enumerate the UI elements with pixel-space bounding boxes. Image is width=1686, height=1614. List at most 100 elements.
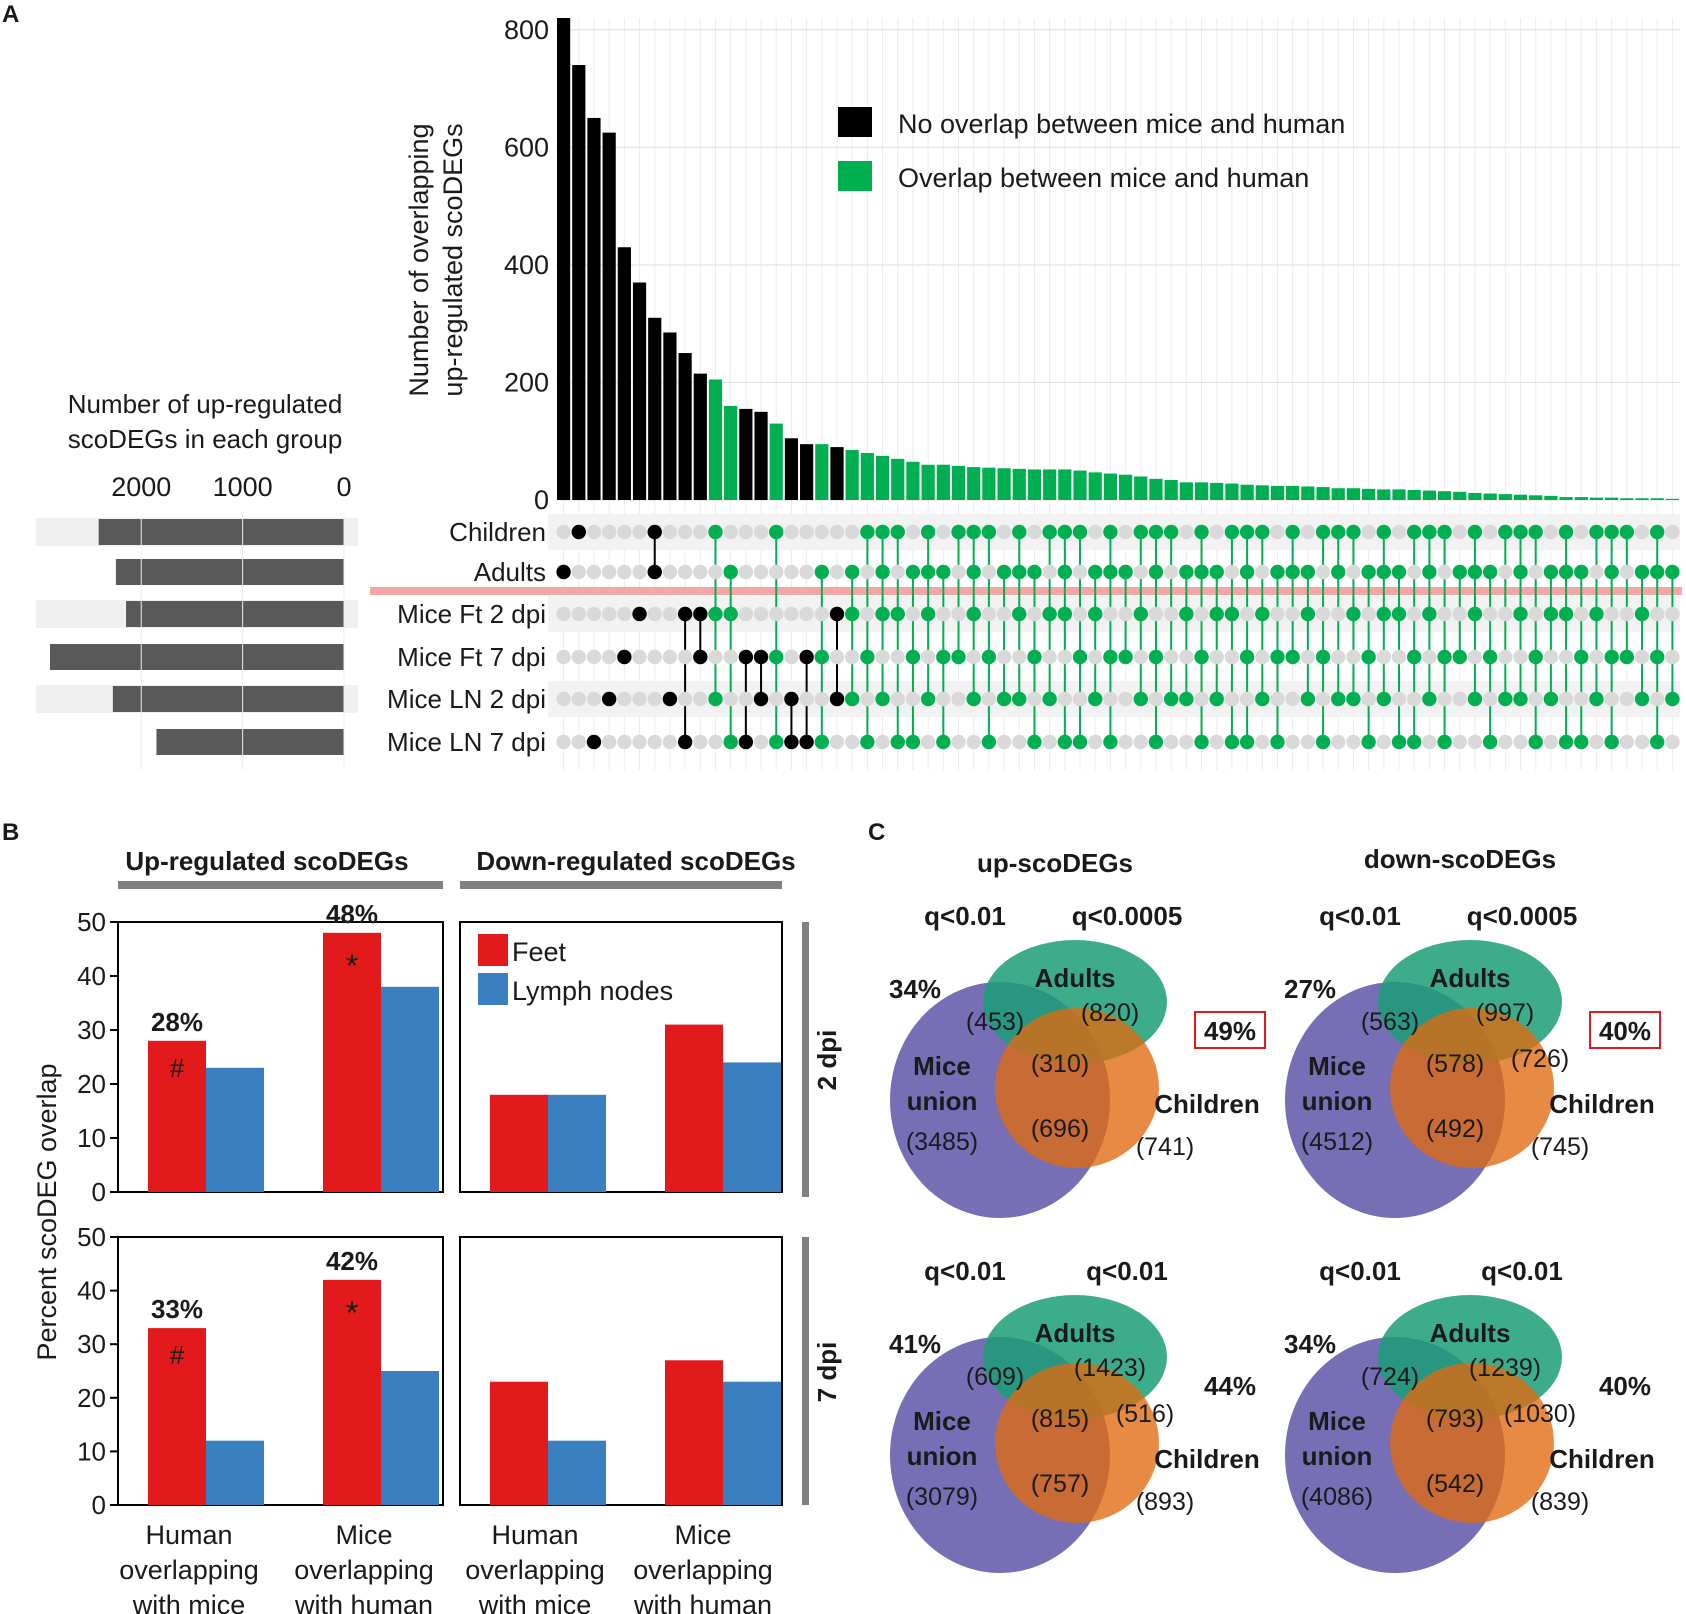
matrix-dot-off	[1558, 649, 1574, 665]
matrix-dot-off	[1406, 564, 1422, 580]
matrix-dot-off	[920, 734, 936, 750]
matrix-dot-on	[1650, 564, 1665, 580]
set-size-tick: 0	[336, 472, 351, 502]
matrix-dot-on	[1285, 524, 1300, 540]
intersection-bar	[875, 455, 890, 500]
matrix-dot-on	[1179, 606, 1194, 622]
matrix-dot-on	[1406, 649, 1422, 665]
intersection-bar	[1073, 470, 1087, 500]
matrix-dot-on	[905, 649, 921, 665]
overlap-y-tick: 20	[77, 1069, 106, 1099]
matrix-dot-off	[1300, 734, 1316, 750]
intersection-bar	[1589, 497, 1604, 500]
intersection-bar	[1301, 486, 1315, 500]
matrix-dot-on	[1346, 524, 1361, 540]
intersection-y-tick: 800	[504, 15, 549, 45]
venn-circle-children	[1390, 1008, 1554, 1168]
matrix-dot-on	[936, 649, 951, 665]
matrix-dot-on	[890, 734, 905, 750]
matrix-dot-on	[738, 649, 754, 665]
matrix-dot-off	[784, 606, 799, 622]
matrix-dot-off	[1088, 734, 1103, 750]
matrix-dot-off	[1634, 524, 1650, 540]
venn-count-adults: (997)	[1476, 999, 1534, 1027]
venn-count-adults-children: (516)	[1116, 1400, 1174, 1428]
matrix-dot-off	[1012, 649, 1027, 665]
intersection-bar	[1437, 491, 1452, 500]
matrix-dot-off	[632, 734, 647, 750]
bar-percent-label: 33%	[151, 1294, 203, 1324]
matrix-dot-on	[1012, 524, 1027, 540]
matrix-dot-on	[1558, 734, 1574, 750]
matrix-dot-on	[1619, 524, 1635, 540]
venn-count-mice: (4086)	[1301, 1483, 1373, 1511]
matrix-dot-off	[1589, 564, 1604, 580]
venn-diagrams: q<0.01 q<0.0005 34% 49% Adults Mice union Child…	[889, 901, 1661, 1573]
matrix-dot-on	[844, 606, 860, 622]
matrix-dot-off	[723, 649, 738, 665]
matrix-dot-on	[890, 524, 905, 540]
set-size-bar	[156, 729, 344, 755]
setsize-title-line2: scoDEGs in each group	[68, 424, 343, 454]
matrix-dot-off	[1300, 524, 1316, 540]
matrix-dot-on	[647, 524, 662, 540]
matrix-dot-on	[753, 691, 769, 707]
matrix-dot-off	[1133, 564, 1148, 580]
matrix-dot-off	[1574, 524, 1589, 540]
matrix-dot-off	[1619, 564, 1635, 580]
matrix-dot-on	[1179, 564, 1194, 580]
matrix-dot-off	[890, 564, 905, 580]
intersection-bar	[693, 373, 707, 500]
matrix-dot-on	[1148, 564, 1164, 580]
matrix-dot-on	[905, 564, 921, 580]
bar-feet	[323, 932, 381, 1192]
matrix-dot-off	[1179, 734, 1194, 750]
header-up-regulated: Up-regulated scoDEGs	[125, 846, 408, 876]
matrix-dot-on	[799, 734, 814, 750]
overlap-x-category: overlapping	[633, 1555, 773, 1585]
matrix-dot-off	[1285, 691, 1300, 707]
venn-count-mice-adults: (453)	[966, 1008, 1024, 1036]
matrix-dot-off	[617, 524, 632, 540]
matrix-dot-off	[1300, 649, 1316, 665]
matrix-dot-off	[1422, 734, 1437, 750]
matrix-dot-off	[875, 649, 890, 665]
matrix-dot-on	[1179, 691, 1194, 707]
matrix-dot-off	[571, 734, 586, 750]
matrix-dot-off	[617, 691, 632, 707]
set-size-bars	[50, 519, 345, 755]
matrix-dot-off	[1406, 606, 1422, 622]
matrix-dot-off	[677, 691, 693, 707]
venn-pct-right: 49%	[1204, 1016, 1256, 1046]
venn-count-mice-adults: (724)	[1361, 1363, 1419, 1391]
overlap-x-category: with mice	[478, 1590, 592, 1614]
matrix-dot-off	[1574, 606, 1589, 622]
setsize-title-line1: Number of up-regulated	[68, 389, 343, 419]
matrix-dot-on	[1103, 649, 1118, 665]
matrix-dot-on	[1452, 564, 1467, 580]
venn-count-children: (839)	[1531, 1488, 1589, 1516]
matrix-dot-on	[1467, 524, 1483, 540]
bar-feet	[665, 1024, 723, 1192]
bar-feet	[148, 1040, 206, 1192]
matrix-dot-off	[1072, 564, 1088, 580]
matrix-dot-off	[753, 564, 769, 580]
matrix-dot-on	[1422, 564, 1437, 580]
matrix-dot-off	[677, 564, 693, 580]
matrix-dot-off	[1558, 691, 1574, 707]
matrix-dot-off	[844, 734, 860, 750]
legend-swatch-lymph	[478, 973, 508, 1005]
matrix-dot-off	[753, 606, 769, 622]
matrix-dot-on	[1650, 734, 1665, 750]
matrix-dot-off	[1406, 691, 1422, 707]
matrix-dot-on	[981, 524, 997, 540]
intersection-bar	[769, 423, 783, 500]
matrix-dot-off	[662, 606, 678, 622]
panel-label-b: B	[2, 819, 19, 846]
matrix-dot-off	[1467, 649, 1483, 665]
matrix-dot-on	[1300, 606, 1316, 622]
matrix-dot-off	[1163, 606, 1179, 622]
matrix-dot-on	[1118, 564, 1133, 580]
matrix-dot-on	[814, 564, 830, 580]
matrix-dot-off	[829, 564, 845, 580]
